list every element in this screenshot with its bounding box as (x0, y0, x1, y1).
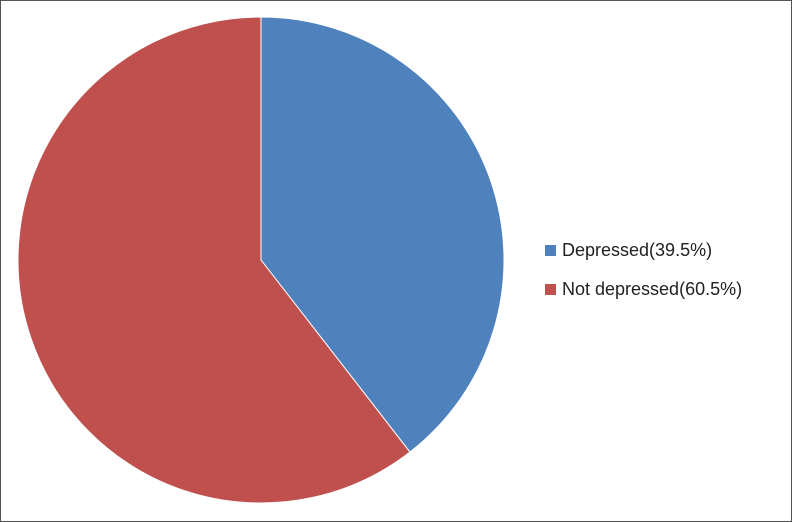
legend-label-not-depressed: Not depressed(60.5%) (562, 279, 743, 299)
legend-item-depressed: Depressed(39.5%) (545, 231, 742, 270)
legend-swatch-depressed (545, 245, 556, 256)
legend: Depressed(39.5%) Not depressed(60.5%) (545, 231, 742, 309)
legend-label-depressed: Depressed(39.5%) (562, 240, 713, 260)
legend-item-not-depressed: Not depressed(60.5%) (545, 270, 742, 309)
legend-swatch-not-depressed (545, 284, 556, 295)
pie-slice-not-depressed (17, 16, 411, 504)
pie-slice-depressed (260, 16, 505, 453)
